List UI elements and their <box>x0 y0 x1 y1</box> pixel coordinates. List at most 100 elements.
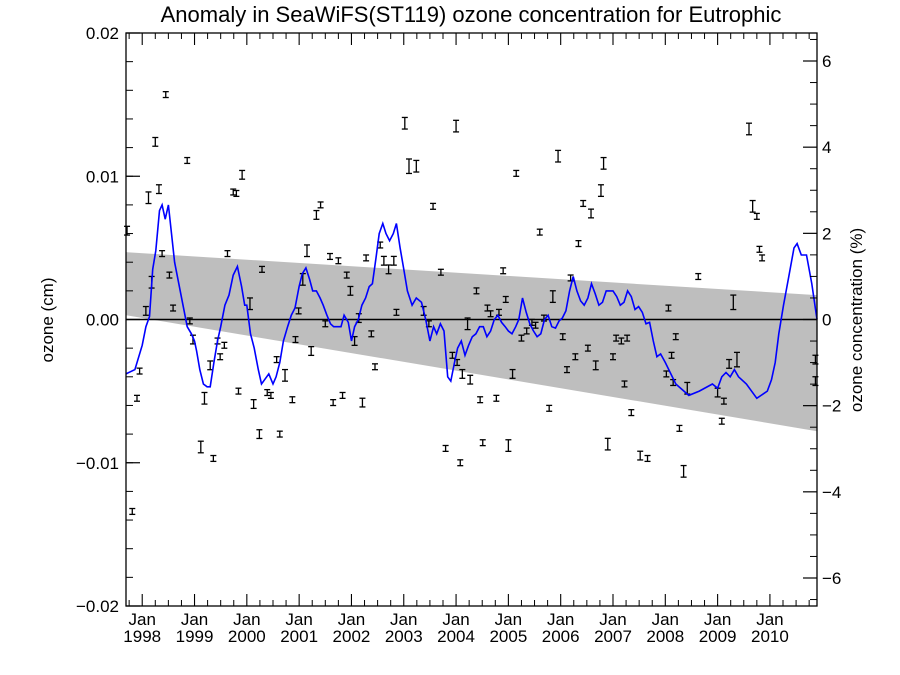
data-point <box>720 397 727 405</box>
data-point <box>442 444 449 453</box>
data-point <box>676 424 683 432</box>
x-tick-month: Jan <box>181 610 208 629</box>
data-point <box>695 272 702 281</box>
data-point <box>513 169 520 177</box>
x-axis: Jan1998Jan1999Jan2000Jan2001Jan2002Jan20… <box>123 33 810 646</box>
x-tick-year: 2010 <box>751 627 789 646</box>
y-tick-label: 0.01 <box>86 167 119 186</box>
data-point <box>580 199 587 208</box>
data-point <box>233 189 240 198</box>
data-point <box>155 184 162 195</box>
data-point <box>201 391 208 405</box>
right-y-axis: 6 4 2 0 −2 −4 −6 <box>803 38 841 601</box>
data-point <box>449 351 456 359</box>
data-point <box>753 212 760 220</box>
data-point <box>322 320 329 328</box>
data-point <box>133 394 140 402</box>
data-point <box>572 353 579 361</box>
data-point <box>509 368 516 379</box>
data-point <box>563 366 570 374</box>
x-tick-month: Jan <box>547 610 574 629</box>
data-point <box>637 450 644 461</box>
x-tick-month: Jan <box>756 610 783 629</box>
data-point <box>621 380 628 388</box>
data-point <box>584 344 591 352</box>
x-tick-month: Jan <box>495 610 522 629</box>
data-point <box>313 209 320 220</box>
data-point <box>330 399 337 407</box>
y-axis-title: ozone (cm) <box>38 277 57 362</box>
data-point <box>276 430 283 438</box>
data-point <box>401 116 408 130</box>
x-tick-year: 1998 <box>123 627 161 646</box>
data-point <box>289 396 296 404</box>
data-point <box>368 330 375 338</box>
data-point <box>267 391 274 400</box>
data-point <box>327 252 334 261</box>
data-point <box>217 353 224 361</box>
data-point <box>264 388 271 397</box>
data-point <box>493 394 500 402</box>
data-point <box>597 184 604 198</box>
data-point <box>477 396 484 404</box>
data-point <box>464 317 471 331</box>
y2-tick-label: 0 <box>822 311 831 330</box>
data-point <box>487 310 494 318</box>
x-tick-month: Jan <box>233 610 260 629</box>
data-point <box>363 254 370 262</box>
data-point <box>295 307 302 315</box>
y2-axis-title: ozone concentration (%) <box>847 228 866 412</box>
data-point <box>405 158 412 175</box>
y2-tick-label: 4 <box>822 138 831 157</box>
data-point <box>502 295 509 304</box>
data-point <box>479 439 486 447</box>
y-tick-label: −0.02 <box>76 597 119 616</box>
trend-confidence-band <box>126 252 817 432</box>
data-point <box>224 250 231 258</box>
trend-band-area <box>126 252 817 432</box>
x-tick-year: 1999 <box>176 627 214 646</box>
data-point <box>371 363 378 371</box>
data-point <box>600 156 607 170</box>
data-point <box>197 440 204 454</box>
data-point <box>339 391 346 400</box>
data-point <box>317 201 324 209</box>
data-point <box>532 321 539 329</box>
data-point <box>166 271 173 279</box>
smoothed-anomaly-line <box>125 202 818 400</box>
data-point <box>628 409 635 417</box>
data-point <box>588 208 595 219</box>
data-point <box>665 304 672 312</box>
chart-title: Anomaly in SeaWiFS(ST119) ozone concentr… <box>161 2 782 27</box>
data-point <box>745 122 752 136</box>
x-tick-year: 2007 <box>594 627 632 646</box>
data-point <box>575 239 582 248</box>
data-point <box>546 404 553 412</box>
data-point <box>730 294 737 311</box>
data-point <box>335 257 342 265</box>
data-point <box>663 370 670 378</box>
data-point <box>437 268 444 276</box>
data-point <box>457 459 464 467</box>
y-tick-label: −0.01 <box>76 454 119 473</box>
y2-tick-label: 6 <box>822 52 831 71</box>
x-tick-month: Jan <box>704 610 731 629</box>
data-point <box>282 368 289 382</box>
data-point <box>523 327 530 335</box>
data-point <box>549 290 556 304</box>
data-point <box>756 245 763 253</box>
data-point <box>609 353 616 361</box>
data-point <box>256 429 263 440</box>
data-point <box>343 271 350 279</box>
data-point <box>142 305 149 316</box>
data-point <box>473 287 480 295</box>
monthly-anomaly-points <box>124 91 819 516</box>
data-point <box>129 507 136 516</box>
data-point <box>505 439 512 453</box>
data-point <box>210 454 217 463</box>
data-point <box>273 356 280 364</box>
data-point <box>624 334 631 342</box>
data-point <box>555 149 562 163</box>
data-point <box>500 267 507 275</box>
data-point <box>733 351 740 368</box>
